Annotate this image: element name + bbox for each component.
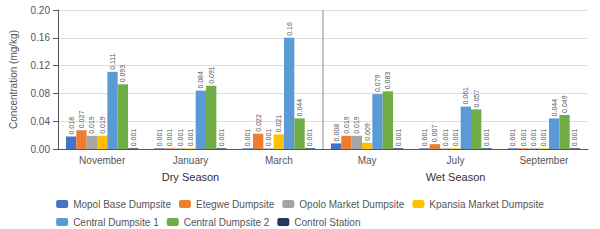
svg-text:May: May xyxy=(358,155,377,166)
svg-text:0.049: 0.049 xyxy=(561,95,568,113)
svg-text:0.027: 0.027 xyxy=(78,111,85,129)
svg-text:0.079: 0.079 xyxy=(374,74,381,92)
svg-text:0.16: 0.16 xyxy=(286,22,293,36)
svg-text:September: September xyxy=(519,155,569,166)
svg-text:0.001: 0.001 xyxy=(166,129,173,147)
svg-text:0.009: 0.009 xyxy=(364,123,371,141)
svg-text:Central Dumpsite 2: Central Dumpsite 2 xyxy=(184,217,270,228)
svg-text:0.019: 0.019 xyxy=(343,116,350,134)
svg-text:March: March xyxy=(265,155,293,166)
svg-text:0.001: 0.001 xyxy=(442,129,449,147)
svg-text:0.08: 0.08 xyxy=(31,88,51,99)
svg-text:0.084: 0.084 xyxy=(197,71,204,89)
svg-text:0.001: 0.001 xyxy=(177,129,184,147)
svg-text:0.007: 0.007 xyxy=(431,125,438,143)
svg-text:Opolo Market Dumpsite: Opolo Market Dumpsite xyxy=(299,199,404,210)
svg-text:0.061: 0.061 xyxy=(462,87,469,105)
svg-text:Concentration (mg/kg): Concentration (mg/kg) xyxy=(8,30,19,129)
svg-text:Wet Season: Wet Season xyxy=(426,171,486,183)
svg-text:0.001: 0.001 xyxy=(306,129,313,147)
svg-text:0.001: 0.001 xyxy=(571,129,578,147)
svg-text:0.044: 0.044 xyxy=(551,99,558,117)
svg-text:0.093: 0.093 xyxy=(119,65,126,83)
svg-text:0.008: 0.008 xyxy=(333,124,340,142)
svg-text:0.00: 0.00 xyxy=(31,144,51,155)
svg-text:0.044: 0.044 xyxy=(296,99,303,117)
svg-text:0.12: 0.12 xyxy=(31,60,51,71)
svg-text:Central Dumpsite 1: Central Dumpsite 1 xyxy=(73,217,159,228)
svg-text:0.057: 0.057 xyxy=(473,90,480,108)
svg-text:0.001: 0.001 xyxy=(452,129,459,147)
svg-text:January: January xyxy=(173,155,209,166)
svg-text:0.019: 0.019 xyxy=(353,116,360,134)
svg-text:Dry Season: Dry Season xyxy=(162,171,219,183)
svg-text:0.022: 0.022 xyxy=(255,114,262,132)
svg-text:0.019: 0.019 xyxy=(88,116,95,134)
svg-text:Mopol Base Dumpsite: Mopol Base Dumpsite xyxy=(73,199,171,210)
svg-text:0.20: 0.20 xyxy=(31,5,51,16)
svg-text:0.001: 0.001 xyxy=(395,129,402,147)
svg-text:0.001: 0.001 xyxy=(244,129,251,147)
svg-text:0.091: 0.091 xyxy=(208,66,215,84)
svg-text:July: July xyxy=(447,155,465,166)
svg-text:0.001: 0.001 xyxy=(509,129,516,147)
svg-text:0.001: 0.001 xyxy=(187,129,194,147)
svg-text:0.019: 0.019 xyxy=(99,116,106,134)
svg-text:0.04: 0.04 xyxy=(31,116,51,127)
svg-text:0.16: 0.16 xyxy=(31,32,51,43)
svg-text:Etegwe Dumpsite: Etegwe Dumpsite xyxy=(196,199,275,210)
svg-text:0.001: 0.001 xyxy=(520,129,527,147)
svg-text:0.083: 0.083 xyxy=(384,72,391,90)
svg-text:0.001: 0.001 xyxy=(483,129,490,147)
svg-text:0.021: 0.021 xyxy=(275,115,282,133)
svg-text:0.001: 0.001 xyxy=(218,129,225,147)
svg-text:Kpansia Market Dumpsite: Kpansia Market Dumpsite xyxy=(429,199,544,210)
svg-text:Control Station: Control Station xyxy=(294,217,360,228)
svg-text:0.001: 0.001 xyxy=(130,129,137,147)
svg-text:0.018: 0.018 xyxy=(68,117,75,135)
svg-text:November: November xyxy=(79,155,126,166)
svg-text:0.001: 0.001 xyxy=(530,129,537,147)
svg-text:0.001: 0.001 xyxy=(265,129,272,147)
svg-text:0.001: 0.001 xyxy=(421,129,428,147)
svg-text:0.001: 0.001 xyxy=(156,129,163,147)
svg-text:0.001: 0.001 xyxy=(540,129,547,147)
svg-text:0.111: 0.111 xyxy=(109,53,116,70)
